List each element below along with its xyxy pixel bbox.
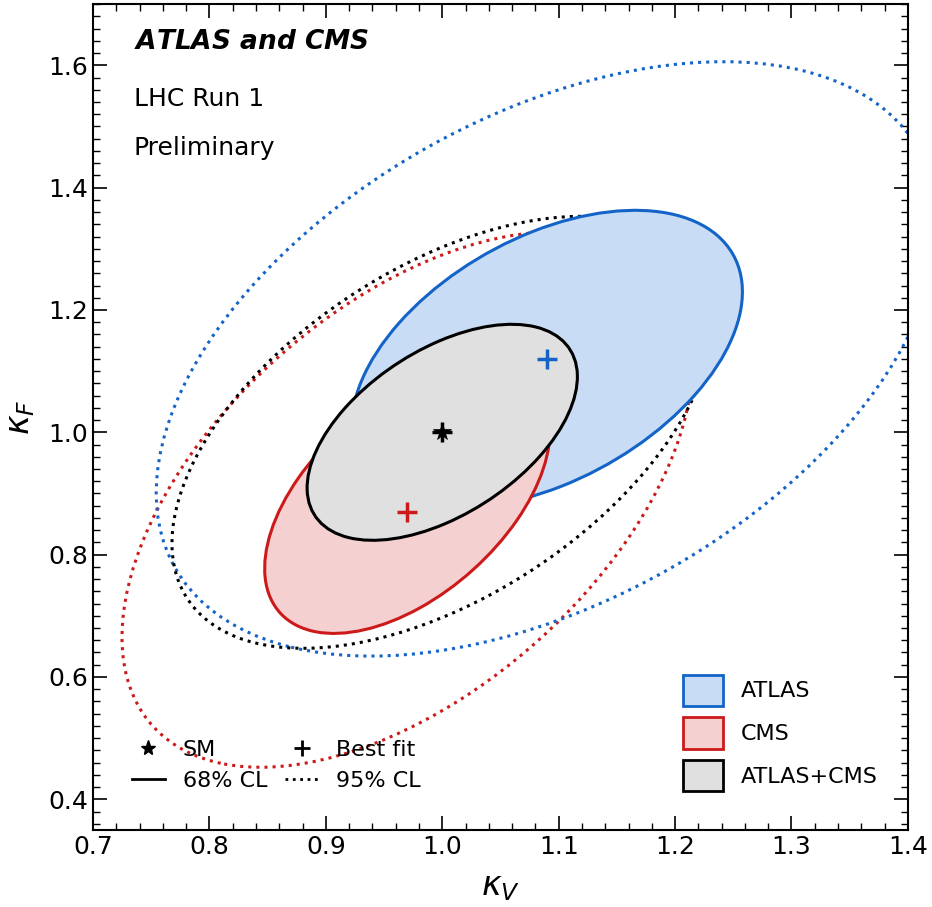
Ellipse shape xyxy=(265,366,550,633)
Text: LHC Run 1: LHC Run 1 xyxy=(134,87,264,111)
Text: Preliminary: Preliminary xyxy=(134,136,275,161)
Text: $\bfit{ATLAS}$ and $\bfit{CMS}$: $\bfit{ATLAS}$ and $\bfit{CMS}$ xyxy=(134,29,369,55)
Legend: SM, 68% CL, Best fit, 95% CL: SM, 68% CL, Best fit, 95% CL xyxy=(120,729,432,802)
X-axis label: $\kappa_V$: $\kappa_V$ xyxy=(481,870,520,902)
Y-axis label: $\kappa_F$: $\kappa_F$ xyxy=(4,399,37,434)
Ellipse shape xyxy=(351,210,743,508)
Ellipse shape xyxy=(308,325,578,541)
